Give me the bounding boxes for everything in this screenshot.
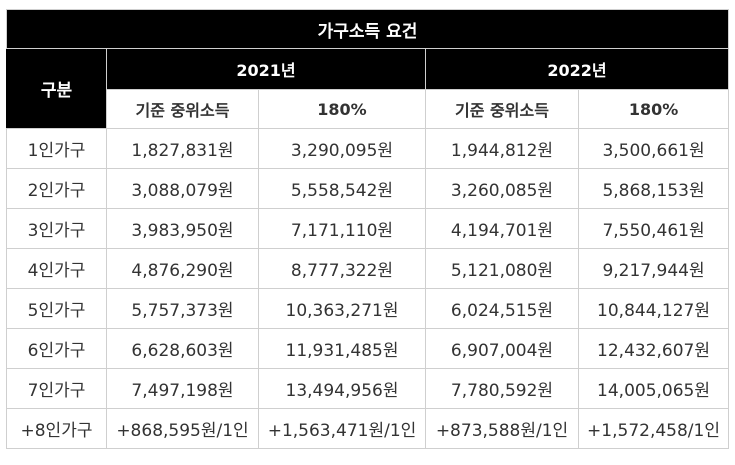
sub-header-180-2022: 180%	[577, 89, 730, 129]
income-180-2022-cell: 5,868,153원	[577, 168, 730, 209]
sub-header-median-2022: 기준 중위소득	[425, 89, 579, 129]
table-row: 4인가구 4,876,290원 8,777,322원 5,121,080원 9,217,…	[6, 248, 730, 289]
income-180-2022-cell: 9,217,944원	[577, 248, 730, 289]
income-180-2021-cell: 10,363,271원	[258, 288, 426, 329]
median-income-2021-cell: 5,757,373원	[106, 288, 259, 329]
income-180-2022-cell: 10,844,127원	[577, 288, 730, 329]
household-size-cell: 7인가구	[6, 368, 107, 409]
income-180-2021-cell: 13,494,956원	[258, 368, 426, 409]
median-income-2021-cell: +868,595원/1인	[106, 408, 259, 449]
income-180-2022-cell: 7,550,461원	[577, 208, 730, 249]
income-requirements-table-wrapper: 가구소득 요건 구분 2021년 2022년 기준 중위소득 180% 기준 중…	[5, 9, 730, 449]
median-income-2021-cell: 3,088,079원	[106, 168, 259, 209]
income-180-2021-cell: 3,290,095원	[258, 128, 426, 169]
median-income-2022-cell: 4,194,701원	[425, 208, 579, 249]
household-size-cell: 6인가구	[6, 328, 107, 369]
year-header-2021: 2021년	[106, 48, 426, 90]
median-income-2021-cell: 7,497,198원	[106, 368, 259, 409]
income-180-2022-cell: +1,572,458/1인	[577, 408, 730, 449]
household-size-cell: +8인가구	[6, 408, 107, 449]
table-row: +8인가구 +868,595원/1인 +1,563,471원/1인 +873,588원…	[6, 408, 730, 449]
median-income-2021-cell: 4,876,290원	[106, 248, 259, 289]
household-size-cell: 1인가구	[6, 128, 107, 169]
household-size-cell: 5인가구	[6, 288, 107, 329]
income-180-2022-cell: 12,432,607원	[577, 328, 730, 369]
income-requirements-table: 가구소득 요건 구분 2021년 2022년 기준 중위소득 180% 기준 중…	[5, 9, 730, 449]
household-size-cell: 4인가구	[6, 248, 107, 289]
income-180-2021-cell: +1,563,471원/1인	[258, 408, 426, 449]
median-income-2022-cell: 6,024,515원	[425, 288, 579, 329]
income-180-2021-cell: 11,931,485원	[258, 328, 426, 369]
median-income-2022-cell: 3,260,085원	[425, 168, 579, 209]
income-180-2021-cell: 7,171,110원	[258, 208, 426, 249]
table-row: 7인가구 7,497,198원 13,494,956원 7,780,592원 14,00…	[6, 368, 730, 409]
table-body: 1인가구 1,827,831원 3,290,095원 1,944,812원 3,500,…	[6, 128, 730, 449]
table-row: 2인가구 3,088,079원 5,558,542원 3,260,085원 5,868,…	[6, 168, 730, 209]
median-income-2022-cell: 5,121,080원	[425, 248, 579, 289]
median-income-2021-cell: 6,628,603원	[106, 328, 259, 369]
sub-header-180-2021: 180%	[258, 89, 426, 129]
household-size-cell: 2인가구	[6, 168, 107, 209]
income-180-2021-cell: 8,777,322원	[258, 248, 426, 289]
income-180-2021-cell: 5,558,542원	[258, 168, 426, 209]
table-row: 3인가구 3,983,950원 7,171,110원 4,194,701원 7,550,…	[6, 208, 730, 249]
year-header-2022: 2022년	[424, 48, 730, 90]
table-row: 1인가구 1,827,831원 3,290,095원 1,944,812원 3,500,…	[6, 128, 730, 169]
median-income-2022-cell: 7,780,592원	[425, 368, 579, 409]
median-income-2022-cell: 6,907,004원	[425, 328, 579, 369]
sub-header-median-2021: 기준 중위소득	[106, 89, 259, 129]
income-180-2022-cell: 3,500,661원	[577, 128, 730, 169]
row-header-gubun: 구분	[6, 48, 107, 129]
table-row: 6인가구 6,628,603원 11,931,485원 6,907,004원 12,43…	[6, 328, 730, 369]
table-row: 5인가구 5,757,373원 10,363,271원 6,024,515원 10,84…	[6, 288, 730, 329]
household-size-cell: 3인가구	[6, 208, 107, 249]
median-income-2022-cell: 1,944,812원	[425, 128, 579, 169]
income-180-2022-cell: 14,005,065원	[577, 368, 730, 409]
median-income-2021-cell: 3,983,950원	[106, 208, 259, 249]
table-title: 가구소득 요건	[5, 9, 730, 49]
median-income-2022-cell: +873,588원/1인	[425, 408, 579, 449]
median-income-2021-cell: 1,827,831원	[106, 128, 259, 169]
